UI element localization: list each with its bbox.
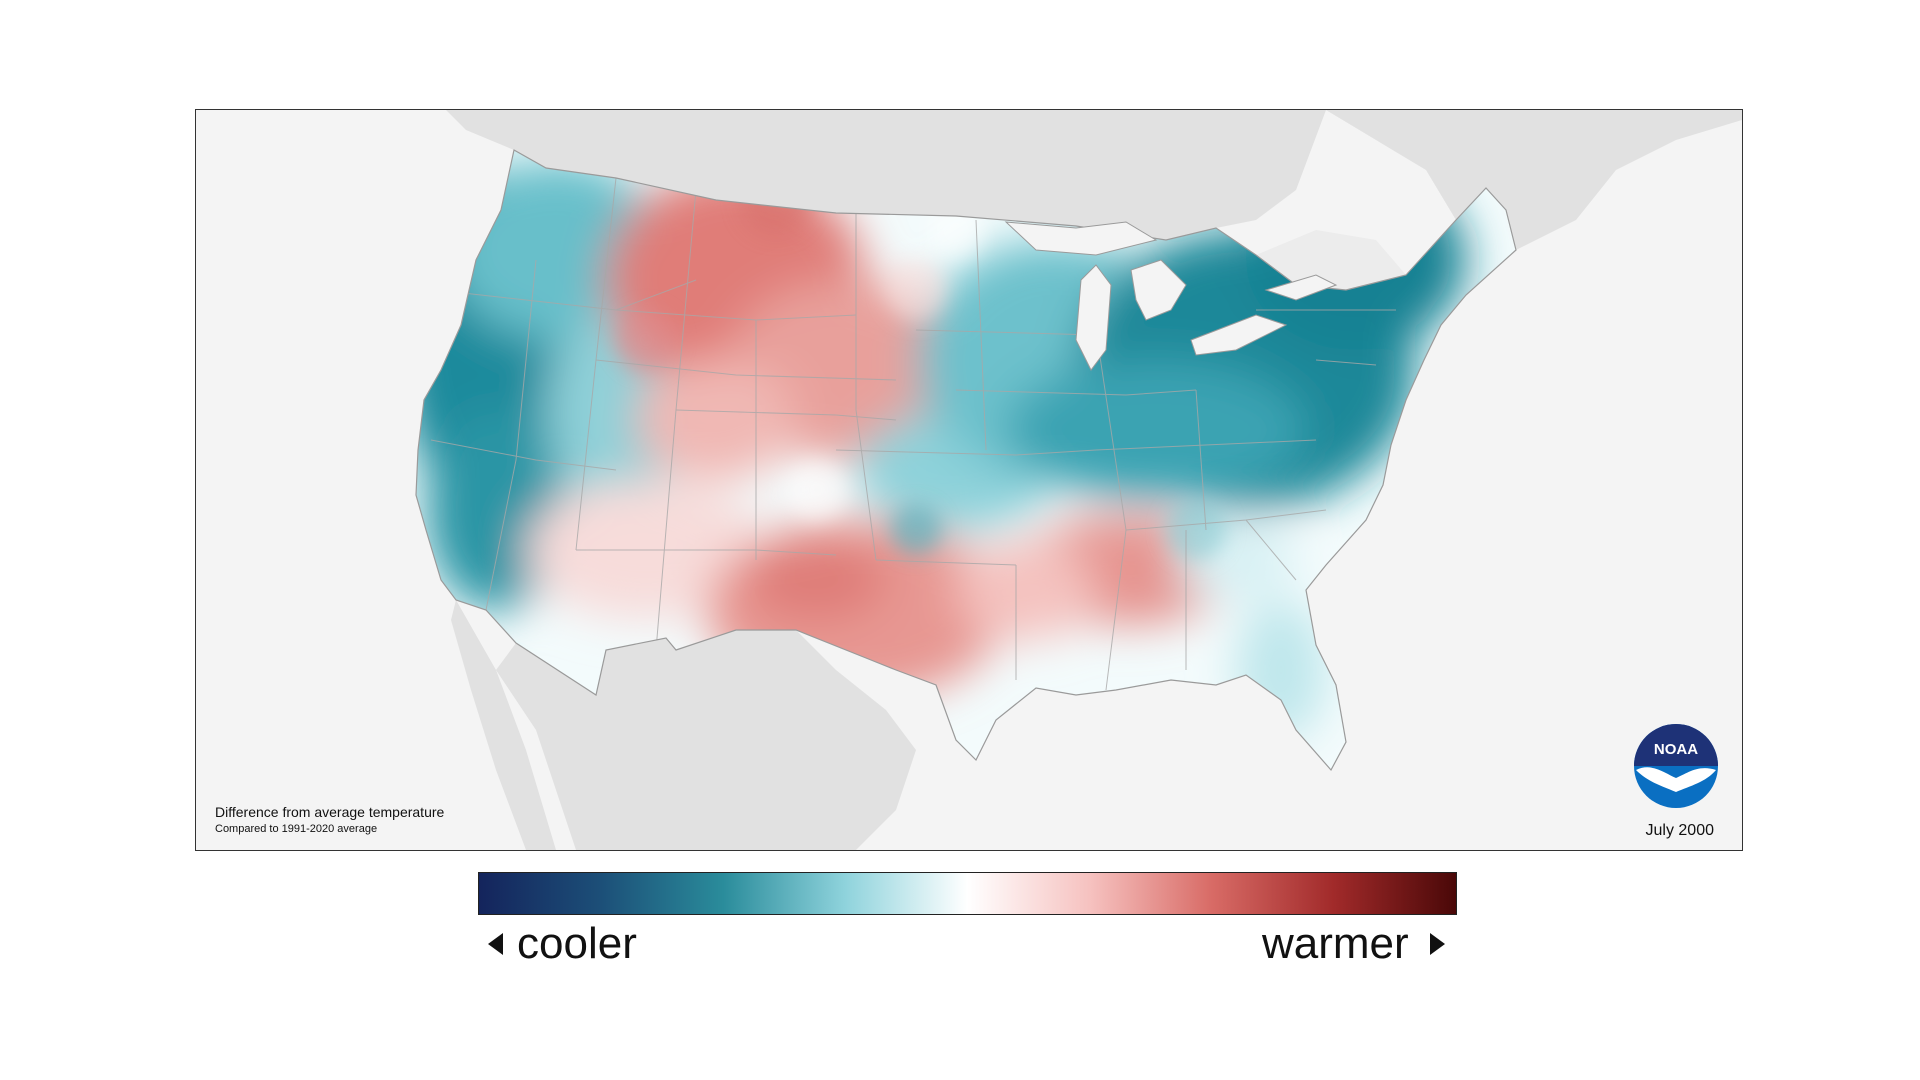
anomaly-field [416, 150, 1516, 770]
surrounding-land [446, 110, 1742, 850]
temperature-anomaly-map [415, 110, 1742, 850]
map-caption-subtitle: Compared to 1991-2020 average [215, 823, 378, 835]
great-lakes [1004, 221, 1338, 371]
map-panel: Difference from average temperature Comp… [195, 109, 1743, 851]
color-scale-bar [478, 872, 1457, 915]
arrow-left-icon [488, 933, 503, 955]
period-label: July 2000 [1645, 822, 1715, 839]
state-boundaries [430, 177, 1396, 691]
arrow-right-icon [1430, 933, 1445, 955]
map-caption-title: Difference from average temperature [215, 804, 445, 820]
noaa-logo-icon: NOAA [1634, 724, 1718, 808]
legend-cooler-label: cooler [517, 919, 637, 968]
noaa-logo-text: NOAA [1654, 741, 1698, 758]
legend-warmer-label: warmer [1262, 919, 1409, 968]
